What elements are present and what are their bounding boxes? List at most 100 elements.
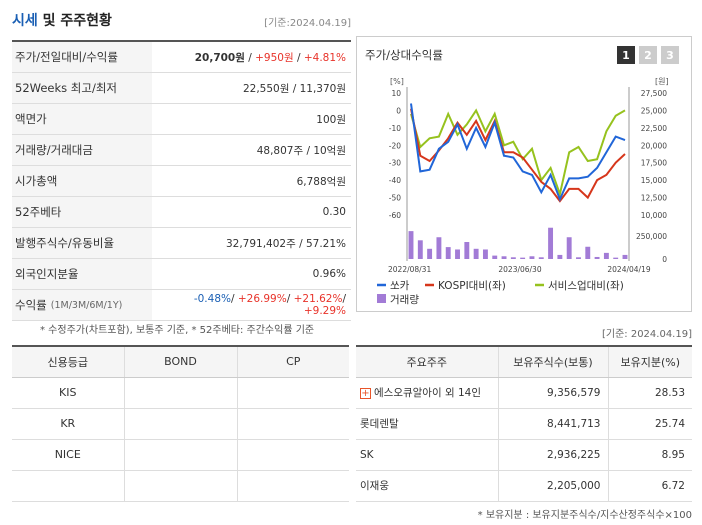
x-tick-label: 2023/06/30 bbox=[498, 265, 541, 274]
volume-bar bbox=[436, 237, 442, 259]
holder-cell: 롯데렌탈 bbox=[356, 408, 498, 440]
summary-value-part: 6,788억원 bbox=[296, 175, 346, 188]
summary-row: 거래량/거래대금 48,807주 / 10억원 bbox=[12, 135, 351, 166]
credit-cell: NICE bbox=[12, 439, 124, 471]
series-line-0 bbox=[410, 103, 626, 202]
summary-label: 발행주식수/유동비율 bbox=[12, 228, 152, 258]
legend-swatch-volume bbox=[377, 294, 386, 303]
holder-cell: 6.72 bbox=[607, 470, 692, 502]
holder-cell: 8.95 bbox=[607, 439, 692, 471]
credit-header: 신용등급 bbox=[12, 346, 124, 378]
summary-row: 주가/전일대비/수익률 20,700원 / +950원 / +4.81% bbox=[12, 42, 351, 73]
summary-label: 수익률 (1M/3M/6M/1Y) bbox=[12, 290, 152, 320]
summary-label-text: 시가총액 bbox=[15, 174, 58, 188]
holder-cell-text: 25.74 bbox=[654, 417, 685, 430]
summary-label: 52Weeks 최고/최저 bbox=[12, 73, 152, 103]
right-axis-unit: [원] bbox=[655, 77, 669, 86]
summary-value: 6,788억원 bbox=[152, 174, 351, 189]
footnote-right: * 보유지분 : 보유지분주식수/지수산정주식수×100 bbox=[477, 510, 692, 521]
expand-plus-icon[interactable]: + bbox=[360, 387, 371, 399]
summary-row: 액면가 100원 bbox=[12, 104, 351, 135]
holders-header-row: 주요주주 보유주식수(보통) 보유지분(%) bbox=[356, 346, 692, 378]
right-tick-label: 15,000 bbox=[641, 176, 667, 185]
summary-label: 거래량/거래대금 bbox=[12, 135, 152, 165]
holder-cell: + 에스오큐알아이 외 14인 bbox=[356, 377, 498, 409]
summary-value-part: +950원 bbox=[255, 51, 294, 64]
holder-row: 롯데렌탈 8,441,713 25.74 bbox=[356, 408, 692, 440]
left-tick-label: -50 bbox=[389, 194, 401, 203]
volume-bar bbox=[417, 240, 423, 259]
left-tick-label: 10 bbox=[391, 89, 401, 98]
summary-value: 48,807주 / 10억원 bbox=[152, 143, 351, 158]
holder-cell-text: 9,356,579 bbox=[547, 386, 601, 399]
left-tick-label: -20 bbox=[389, 141, 401, 150]
left-tick-label: -40 bbox=[389, 176, 401, 185]
left-axis-unit: [%] bbox=[390, 77, 404, 86]
volume-bar bbox=[538, 257, 544, 259]
summary-row: 시가총액 6,788억원 bbox=[12, 166, 351, 197]
credit-header: CP bbox=[236, 346, 349, 378]
summary-value-part: 48,807주 / 10억원 bbox=[256, 144, 346, 157]
holder-cell: SK bbox=[356, 439, 498, 471]
credit-cell bbox=[123, 470, 237, 502]
volume-bar bbox=[492, 255, 498, 259]
summary-row: 52주베타 0.30 bbox=[12, 197, 351, 228]
legend-label: 거래량 bbox=[390, 294, 419, 306]
summary-label-text: 거래량/거래대금 bbox=[15, 143, 93, 157]
volume-bar bbox=[613, 257, 619, 259]
volume-bar bbox=[482, 249, 488, 259]
summary-value: 0.96% bbox=[152, 268, 351, 280]
credit-cell bbox=[236, 377, 349, 409]
credit-cell bbox=[123, 377, 237, 409]
chart-period-button-2[interactable]: 2 bbox=[639, 46, 657, 64]
summary-value: 20,700원 / +950원 / +4.81% bbox=[152, 50, 351, 65]
summary-value-part: +21.62% bbox=[293, 293, 343, 305]
holder-row: SK 2,936,225 8.95 bbox=[356, 439, 692, 471]
credit-cell bbox=[12, 470, 124, 502]
left-tick-label: -30 bbox=[389, 159, 401, 168]
volume-bar bbox=[576, 257, 581, 259]
chart-period-button-1[interactable]: 1 bbox=[617, 46, 635, 64]
volume-bar bbox=[473, 248, 479, 259]
summary-value-part: / bbox=[293, 51, 304, 64]
credit-cell bbox=[123, 439, 237, 471]
holder-cell-text: 이재웅 bbox=[360, 480, 389, 492]
summary-value-part: +4.81% bbox=[303, 51, 346, 64]
summary-value-part: 0.96% bbox=[312, 268, 346, 280]
holder-cell-text: SK bbox=[360, 448, 374, 461]
summary-value-part: 20,700원 bbox=[194, 51, 245, 64]
holder-cell-text: 6.72 bbox=[661, 479, 685, 492]
summary-value-part: 0.30 bbox=[322, 206, 346, 218]
volume-bar bbox=[622, 254, 628, 259]
holder-cell: 2,936,225 bbox=[497, 439, 608, 471]
volume-bar bbox=[557, 254, 563, 259]
credit-cell bbox=[236, 470, 349, 502]
right-tick-label: 10,000 bbox=[641, 211, 667, 220]
summary-row: 수익률 (1M/3M/6M/1Y) -0.48%/ +26.99%/ +21.62%… bbox=[12, 290, 351, 321]
volume-bar bbox=[529, 256, 535, 259]
chart-period-button-3[interactable]: 3 bbox=[661, 46, 679, 64]
credit-header: BOND bbox=[123, 346, 237, 378]
credit-row: KR bbox=[12, 408, 349, 440]
summary-label-text: 수익률 bbox=[15, 298, 47, 312]
volume-tick-label: 250,000 bbox=[636, 232, 667, 241]
credit-cell bbox=[123, 408, 237, 440]
series-line-2 bbox=[410, 108, 626, 198]
holder-cell: 28.53 bbox=[607, 377, 692, 409]
volume-bar bbox=[445, 247, 451, 259]
summary-row: 52Weeks 최고/최저 22,550원 / 11,370원 bbox=[12, 73, 351, 104]
credit-cell: KR bbox=[12, 408, 124, 440]
right-tick-label: 27,500 bbox=[641, 89, 667, 98]
title-rest: 및 주주현황 bbox=[42, 13, 112, 29]
summary-label-text: 액면가 bbox=[15, 112, 47, 126]
credit-row bbox=[12, 470, 349, 502]
chart-title: 주가/상대수익률 bbox=[365, 48, 443, 62]
volume-bar bbox=[566, 237, 572, 259]
legend-label: 서비스업대비(좌) bbox=[548, 279, 624, 292]
holder-cell-text: 8,441,713 bbox=[547, 417, 601, 430]
summary-value-part: / bbox=[244, 51, 256, 64]
holder-cell-text[interactable]: 에스오큐알아이 외 14인 bbox=[374, 387, 481, 399]
summary-value: 22,550원 / 11,370원 bbox=[152, 81, 351, 96]
